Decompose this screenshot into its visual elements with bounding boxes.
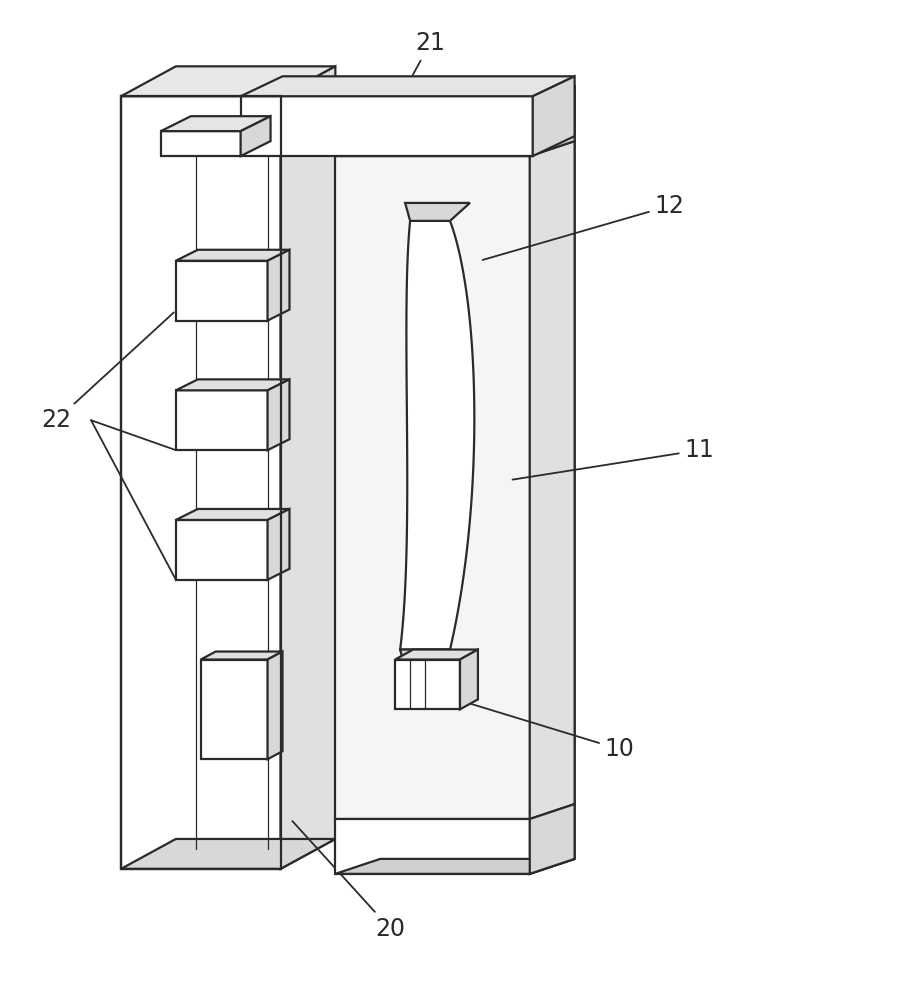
Polygon shape — [241, 116, 271, 156]
Text: 21: 21 — [391, 31, 445, 114]
Polygon shape — [459, 650, 477, 709]
Polygon shape — [281, 66, 335, 869]
Polygon shape — [529, 141, 574, 819]
Polygon shape — [176, 250, 290, 261]
Polygon shape — [335, 156, 529, 819]
Polygon shape — [241, 96, 532, 156]
Polygon shape — [121, 839, 335, 869]
Polygon shape — [335, 86, 574, 101]
Polygon shape — [200, 660, 267, 759]
Text: 20: 20 — [292, 821, 405, 941]
Polygon shape — [176, 390, 267, 450]
Text: 12: 12 — [482, 194, 684, 260]
Text: 10: 10 — [442, 695, 634, 761]
Polygon shape — [176, 520, 267, 580]
Polygon shape — [395, 650, 477, 660]
Polygon shape — [335, 101, 529, 156]
Polygon shape — [335, 819, 529, 874]
Polygon shape — [529, 804, 574, 874]
Polygon shape — [267, 652, 282, 759]
Text: 22: 22 — [41, 312, 173, 432]
Text: 11: 11 — [512, 438, 713, 480]
Polygon shape — [176, 379, 290, 390]
Polygon shape — [267, 509, 290, 580]
Polygon shape — [176, 261, 267, 321]
Polygon shape — [529, 86, 574, 156]
Polygon shape — [400, 650, 455, 662]
Polygon shape — [529, 86, 574, 874]
Polygon shape — [121, 66, 335, 96]
Polygon shape — [532, 76, 574, 156]
Polygon shape — [335, 859, 574, 874]
Polygon shape — [161, 131, 241, 156]
Polygon shape — [161, 116, 271, 131]
Polygon shape — [405, 203, 469, 221]
Polygon shape — [176, 509, 290, 520]
Polygon shape — [200, 652, 282, 660]
Polygon shape — [267, 250, 290, 321]
Polygon shape — [121, 96, 281, 869]
Polygon shape — [395, 660, 459, 709]
Polygon shape — [267, 379, 290, 450]
Polygon shape — [400, 221, 474, 650]
Polygon shape — [241, 76, 574, 96]
